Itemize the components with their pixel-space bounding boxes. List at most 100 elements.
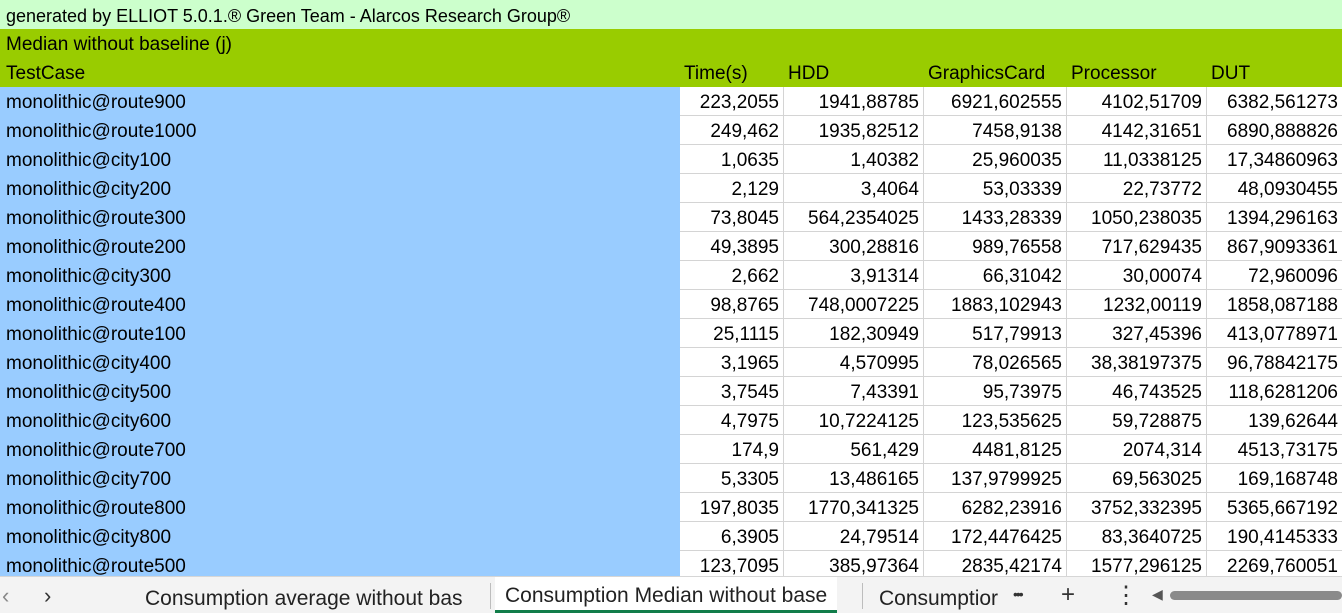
cell-testcase[interactable]: monolithic@city400 <box>0 348 680 377</box>
cell-hdd[interactable]: 385,97364 <box>784 551 924 576</box>
cell-dut[interactable]: 72,960096 <box>1207 261 1342 290</box>
cell-testcase[interactable]: monolithic@route700 <box>0 435 680 464</box>
cell-graphicscard[interactable]: 66,31042 <box>924 261 1067 290</box>
header-time[interactable]: Time(s) <box>684 63 748 84</box>
cell-dut[interactable]: 17,34860963 <box>1207 145 1342 174</box>
cell-hdd[interactable]: 564,2354025 <box>784 203 924 232</box>
cell-dut[interactable]: 2269,760051 <box>1207 551 1342 576</box>
header-testcase[interactable]: TestCase <box>6 63 86 84</box>
cell-hdd[interactable]: 1935,82512 <box>784 116 924 145</box>
cell-testcase[interactable]: monolithic@city100 <box>0 145 680 174</box>
tab-consumption-median[interactable]: Consumption Median without base <box>495 577 838 613</box>
cell-graphicscard[interactable]: 6282,23916 <box>924 493 1067 522</box>
header-dut[interactable]: DUT <box>1211 63 1251 84</box>
cell-graphicscard[interactable]: 7458,9138 <box>924 116 1067 145</box>
cell-dut[interactable]: 1394,296163 <box>1207 203 1342 232</box>
cell-graphicscard[interactable]: 53,03339 <box>924 174 1067 203</box>
cell-testcase[interactable]: monolithic@route300 <box>0 203 680 232</box>
cell-testcase[interactable]: monolithic@route900 <box>0 87 680 116</box>
tab-consumption-truncated[interactable]: Consumptior <box>879 587 999 610</box>
cell-processor[interactable]: 69,563025 <box>1067 464 1207 493</box>
cell-processor[interactable]: 46,743525 <box>1067 377 1207 406</box>
cell-testcase[interactable]: monolithic@city500 <box>0 377 680 406</box>
cell-time[interactable]: 4,7975 <box>680 406 784 435</box>
cell-dut[interactable]: 96,78842175 <box>1207 348 1342 377</box>
cell-processor[interactable]: 30,00074 <box>1067 261 1207 290</box>
cell-time[interactable]: 6,3905 <box>680 522 784 551</box>
cell-graphicscard[interactable]: 989,76558 <box>924 232 1067 261</box>
cell-testcase[interactable]: monolithic@route200 <box>0 232 680 261</box>
cell-time[interactable]: 223,2055 <box>680 87 784 116</box>
cell-processor[interactable]: 38,38197375 <box>1067 348 1207 377</box>
cell-hdd[interactable]: 4,570995 <box>784 348 924 377</box>
cell-dut[interactable]: 169,168748 <box>1207 464 1342 493</box>
cell-time[interactable]: 174,9 <box>680 435 784 464</box>
cell-dut[interactable]: 139,62644 <box>1207 406 1342 435</box>
cell-graphicscard[interactable]: 2835,42174 <box>924 551 1067 576</box>
cell-time[interactable]: 1,0635 <box>680 145 784 174</box>
generated-by-cell[interactable]: generated by ELLIOT 5.0.1.® Green Team -… <box>6 6 571 26</box>
cell-dut[interactable]: 4513,73175 <box>1207 435 1342 464</box>
cell-testcase[interactable]: monolithic@city600 <box>0 406 680 435</box>
cell-processor[interactable]: 1577,296125 <box>1067 551 1207 576</box>
header-hdd[interactable]: HDD <box>788 63 830 84</box>
cell-time[interactable]: 3,7545 <box>680 377 784 406</box>
cell-hdd[interactable]: 1770,341325 <box>784 493 924 522</box>
cell-graphicscard[interactable]: 517,79913 <box>924 319 1067 348</box>
cell-hdd[interactable]: 13,486165 <box>784 464 924 493</box>
cell-hdd[interactable]: 1941,88785 <box>784 87 924 116</box>
more-tabs-icon[interactable]: ••• <box>1013 586 1024 602</box>
cell-hdd[interactable]: 10,7224125 <box>784 406 924 435</box>
tab-consumption-average[interactable]: Consumption average without bas <box>145 587 463 610</box>
cell-testcase[interactable]: monolithic@route100 <box>0 319 680 348</box>
cell-processor[interactable]: 717,629435 <box>1067 232 1207 261</box>
chevron-right-icon[interactable]: › <box>44 583 52 608</box>
cell-time[interactable]: 2,129 <box>680 174 784 203</box>
cell-dut[interactable]: 6382,561273 <box>1207 87 1342 116</box>
cell-hdd[interactable]: 561,429 <box>784 435 924 464</box>
cell-testcase[interactable]: monolithic@route1000 <box>0 116 680 145</box>
header-processor[interactable]: Processor <box>1071 63 1157 84</box>
cell-time[interactable]: 249,462 <box>680 116 784 145</box>
cell-dut[interactable]: 48,0930455 <box>1207 174 1342 203</box>
add-sheet-icon[interactable]: + <box>1061 581 1076 608</box>
cell-hdd[interactable]: 24,79514 <box>784 522 924 551</box>
scrollbar-thumb[interactable] <box>1170 591 1342 600</box>
cell-graphicscard[interactable]: 1883,102943 <box>924 290 1067 319</box>
cell-hdd[interactable]: 300,28816 <box>784 232 924 261</box>
cell-dut[interactable]: 413,0778971 <box>1207 319 1342 348</box>
cell-graphicscard[interactable]: 6921,602555 <box>924 87 1067 116</box>
cell-processor[interactable]: 1232,00119 <box>1067 290 1207 319</box>
cell-graphicscard[interactable]: 137,9799925 <box>924 464 1067 493</box>
horizontal-scrollbar[interactable]: ◀ <box>1150 586 1342 603</box>
cell-hdd[interactable]: 1,40382 <box>784 145 924 174</box>
cell-dut[interactable]: 867,9093361 <box>1207 232 1342 261</box>
cell-time[interactable]: 2,662 <box>680 261 784 290</box>
cell-dut[interactable]: 190,4145333 <box>1207 522 1342 551</box>
cell-testcase[interactable]: monolithic@route500 <box>0 551 680 576</box>
cell-graphicscard[interactable]: 78,026565 <box>924 348 1067 377</box>
cell-hdd[interactable]: 3,91314 <box>784 261 924 290</box>
cell-processor[interactable]: 83,3640725 <box>1067 522 1207 551</box>
cell-hdd[interactable]: 7,43391 <box>784 377 924 406</box>
cell-hdd[interactable]: 748,0007225 <box>784 290 924 319</box>
cell-hdd[interactable]: 3,4064 <box>784 174 924 203</box>
subtitle-cell[interactable]: Median without baseline (j) <box>6 34 233 55</box>
cell-time[interactable]: 73,8045 <box>680 203 784 232</box>
cell-hdd[interactable]: 182,30949 <box>784 319 924 348</box>
cell-dut[interactable]: 1858,087188 <box>1207 290 1342 319</box>
cell-dut[interactable]: 118,6281206 <box>1207 377 1342 406</box>
scroll-left-icon[interactable]: ◀ <box>1152 586 1163 602</box>
cell-testcase[interactable]: monolithic@city800 <box>0 522 680 551</box>
options-icon[interactable]: ⋮ <box>1114 582 1138 609</box>
cell-processor[interactable]: 22,73772 <box>1067 174 1207 203</box>
header-graphicscard[interactable]: GraphicsCard <box>928 63 1046 84</box>
cell-dut[interactable]: 6890,888826 <box>1207 116 1342 145</box>
cell-processor[interactable]: 59,728875 <box>1067 406 1207 435</box>
cell-processor[interactable]: 3752,332395 <box>1067 493 1207 522</box>
cell-graphicscard[interactable]: 25,960035 <box>924 145 1067 174</box>
cell-graphicscard[interactable]: 172,4476425 <box>924 522 1067 551</box>
cell-testcase[interactable]: monolithic@city700 <box>0 464 680 493</box>
cell-time[interactable]: 49,3895 <box>680 232 784 261</box>
cell-time[interactable]: 3,1965 <box>680 348 784 377</box>
